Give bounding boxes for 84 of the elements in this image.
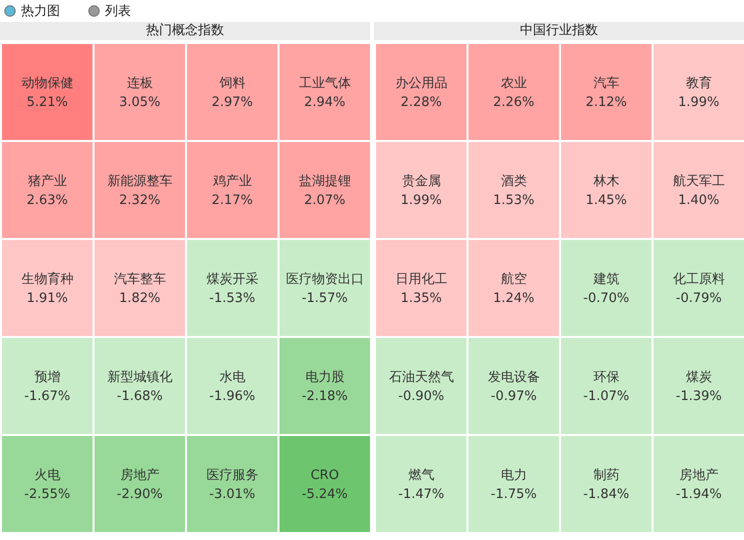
data-label: -2.90%: [116, 487, 163, 502]
category-label: 房地产: [679, 467, 718, 483]
text: 列表: [105, 3, 131, 20]
data-label: 2.17%: [212, 193, 253, 208]
category-label: 建筑: [592, 272, 620, 287]
category-label: 房地产: [120, 467, 160, 483]
data-label: -2.55%: [24, 487, 70, 502]
data-label: 2.97%: [212, 95, 253, 110]
category-label: 办公用品: [395, 76, 448, 91]
category-label: 水电: [219, 370, 246, 385]
category-label: 新型城镇化: [107, 370, 172, 385]
category-label: 工业气体: [298, 76, 351, 91]
data-label: 2.12%: [586, 95, 627, 110]
data-label: -0.97%: [490, 389, 537, 404]
category-label: 航空: [500, 272, 527, 287]
data-label: 2.63%: [26, 193, 68, 208]
category-label: 日用化工: [395, 272, 448, 287]
text: 热门概念指数: [0, 22, 370, 40]
category-label: 猪产业: [28, 174, 67, 189]
data-label: 3.05%: [119, 95, 160, 110]
data-label: -2.18%: [302, 389, 348, 404]
category-label: 石油天然气: [388, 370, 454, 385]
data-label: 1.99%: [400, 193, 442, 208]
category-label: 连板: [126, 76, 153, 91]
data-label: 1.91%: [26, 291, 68, 306]
category-label: 林木: [592, 174, 620, 189]
data-label: -1.53%: [209, 291, 256, 306]
category-label: 发电设备: [488, 370, 540, 385]
category-label: 电力股: [305, 370, 344, 385]
data-label: -1.94%: [676, 487, 722, 502]
data-label: -3.01%: [209, 487, 256, 502]
data-label: 1.35%: [400, 291, 442, 306]
category-label: 酒类: [500, 174, 527, 189]
category-label: 航天军工: [672, 174, 725, 189]
data-label: 2.94%: [304, 95, 346, 110]
category-label: 汽车整车: [114, 272, 166, 287]
data-label: 1.53%: [493, 193, 534, 208]
data-label: -0.70%: [583, 291, 630, 306]
data-label: -0.90%: [398, 389, 444, 404]
data-label: -5.24%: [302, 487, 348, 502]
data-label: -1.75%: [490, 487, 537, 502]
text: 中国行业指数: [374, 22, 744, 40]
data-label: 1.45%: [586, 193, 627, 208]
category-label: 医疗物资出口: [286, 272, 364, 287]
category-label: 饲料: [218, 76, 246, 91]
category-label: 化工原料: [672, 272, 725, 287]
data-label: 2.28%: [400, 95, 442, 110]
data-label: 2.26%: [493, 95, 534, 110]
category-label: 汽车: [593, 76, 620, 91]
category-label: 火电: [34, 468, 60, 483]
category-label: 预增: [34, 370, 60, 385]
data-label: -1.39%: [676, 389, 722, 404]
category-label: 制药: [593, 468, 620, 483]
category-label: 新能源整车: [107, 174, 172, 189]
data-label: -1.84%: [583, 487, 630, 502]
data-label: -1.57%: [302, 291, 348, 306]
category-label: 医疗服务: [206, 468, 258, 483]
data-label: 1.99%: [678, 95, 720, 110]
category-label: 农业: [500, 76, 527, 91]
data-label: -1.07%: [583, 389, 630, 404]
category-label: 教育: [686, 75, 712, 91]
category-label: 贵金属: [402, 174, 441, 189]
category-label: 煤炭: [686, 370, 712, 385]
data-label: 2.32%: [119, 193, 160, 208]
category-label: 盐湖提锂: [298, 174, 351, 189]
category-label: 环保: [593, 370, 620, 385]
category-label: 生物育种: [21, 271, 74, 287]
data-label: 5.21%: [26, 95, 68, 110]
data-label: -1.67%: [24, 389, 70, 404]
category-label: 燃气: [408, 468, 434, 483]
data-label: 2.07%: [304, 193, 346, 208]
text: 热力图: [21, 3, 60, 20]
data-label: -1.68%: [116, 389, 163, 404]
category-label: CRO: [310, 468, 339, 483]
category-label: 鸡产业: [212, 174, 252, 189]
data-label: 1.82%: [119, 291, 160, 306]
data-label: 1.40%: [678, 193, 720, 208]
data-label: -0.79%: [676, 291, 722, 306]
data-label: -1.47%: [398, 487, 444, 502]
data-label: -1.96%: [209, 389, 256, 404]
category-label: 动物保健: [21, 76, 74, 91]
category-label: 煤炭开采: [206, 272, 258, 287]
category-label: 电力: [500, 468, 527, 483]
data-label: 1.24%: [493, 291, 534, 306]
